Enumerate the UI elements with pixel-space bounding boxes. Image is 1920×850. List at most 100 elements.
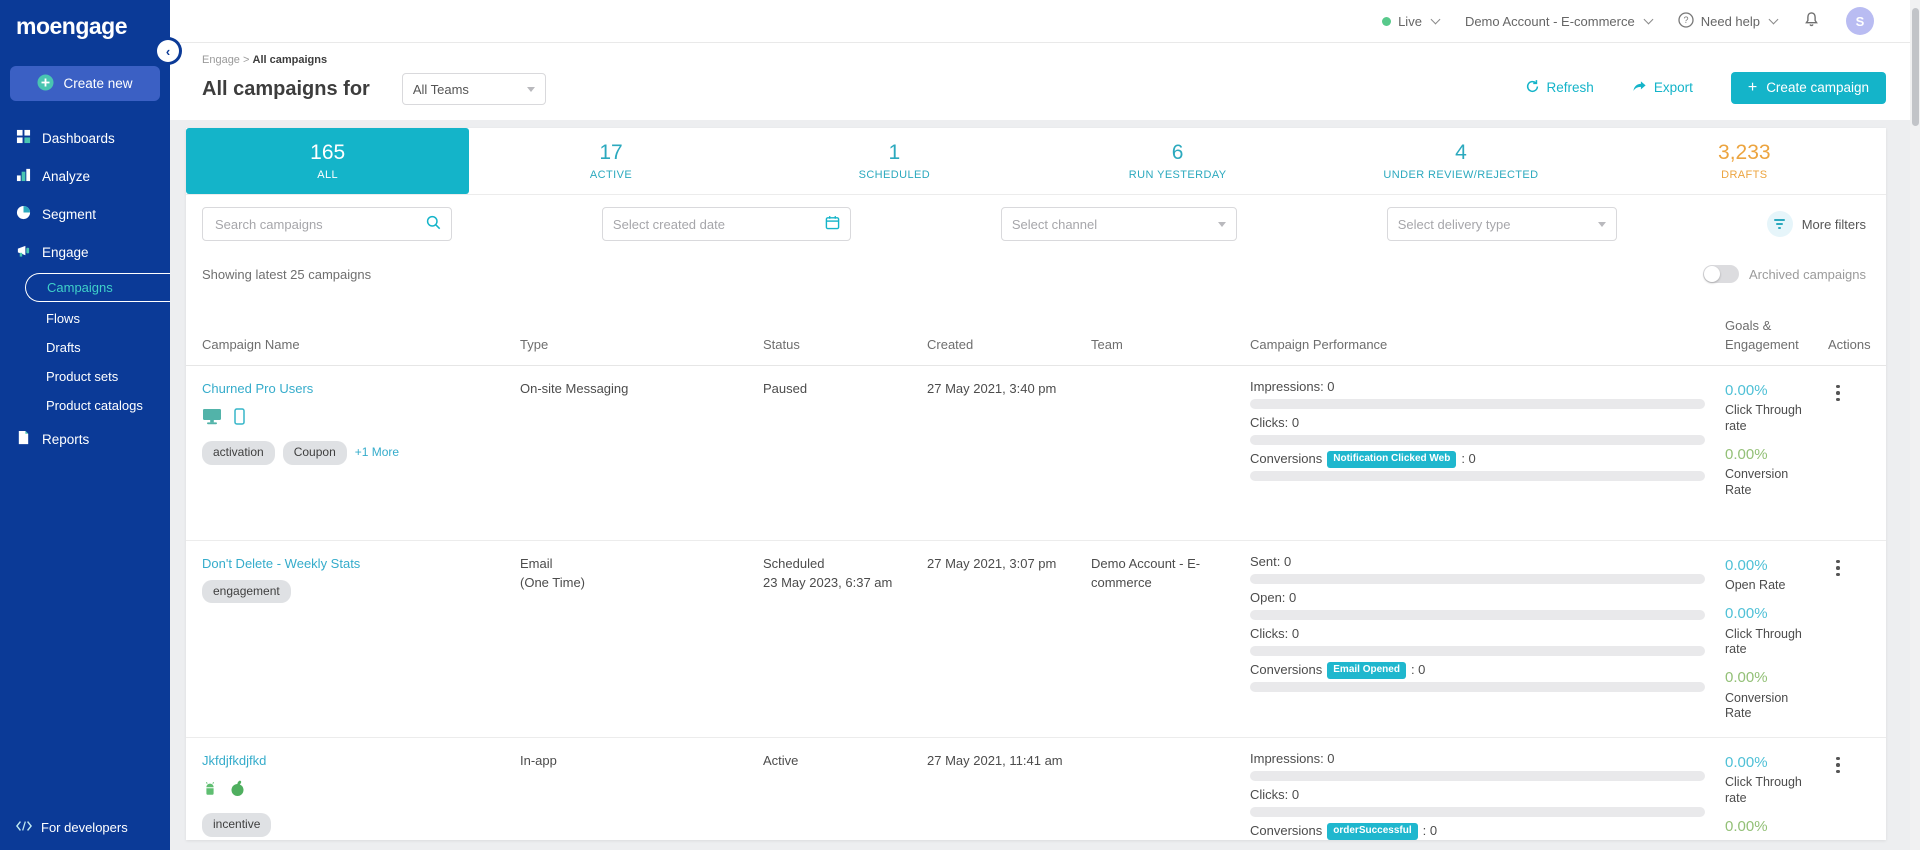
team-filter-value: All Teams: [412, 81, 469, 97]
campaign-name-link[interactable]: Don't Delete - Weekly Stats: [202, 555, 361, 571]
sidebar: moengage Create new Dashboards Analyze S…: [0, 0, 170, 850]
search-icon[interactable]: [426, 215, 441, 233]
channel-filter[interactable]: Select channel: [1000, 207, 1237, 241]
performance-metric: Clicks: 0: [1250, 626, 1713, 656]
stat-value: 4: [1455, 141, 1467, 164]
row-actions-menu-button[interactable]: [1828, 555, 1848, 577]
sidebar-item-engage[interactable]: Engage: [0, 233, 170, 271]
plus-icon: +: [1747, 78, 1758, 96]
chevron-down-icon: [1643, 14, 1654, 25]
team-filter-select[interactable]: All Teams: [401, 73, 546, 105]
column-header-type: Type: [520, 336, 549, 352]
stat-tab-all[interactable]: 165 ALL: [186, 128, 470, 194]
campaign-tag: Coupon: [282, 441, 347, 465]
showing-count-text: Showing latest 25 campaigns: [202, 266, 372, 282]
sidebar-collapse-button[interactable]: ‹: [157, 40, 179, 62]
stats-tabs: 165 ALL 17 ACTIVE 1 SCHEDULED 6 RUN YEST…: [186, 128, 1886, 195]
page-scrollbar[interactable]: [1910, 0, 1920, 850]
column-header-actions: Actions: [1828, 336, 1871, 352]
bar-chart-icon: [16, 167, 31, 185]
report-icon: [16, 430, 31, 448]
conversion-goal-badge: Notification Clicked Web: [1327, 450, 1457, 469]
bell-icon: [1803, 11, 1820, 31]
sidebar-item-reports[interactable]: Reports: [0, 420, 170, 458]
goal-label: Click Through rate: [1725, 626, 1802, 657]
stat-label: SCHEDULED: [858, 169, 931, 181]
stat-tab-scheduled[interactable]: 1 SCHEDULED: [753, 128, 1036, 194]
refresh-label: Refresh: [1546, 80, 1594, 95]
stat-tab-run-yesterday[interactable]: 6 RUN YESTERDAY: [1036, 128, 1319, 194]
campaign-tag: incentive: [202, 813, 272, 837]
row-actions-menu-button[interactable]: [1828, 752, 1848, 774]
goal-label: Open Rate: [1725, 578, 1786, 593]
for-developers-link[interactable]: For developers: [0, 805, 170, 850]
search-input[interactable]: [213, 215, 426, 233]
progress-bar: [1250, 573, 1705, 584]
goal-percentage: 0.00%: [1725, 445, 1768, 463]
delivery-type-filter[interactable]: Select delivery type: [1386, 207, 1617, 241]
breadcrumb-parent[interactable]: Engage: [202, 54, 240, 66]
created-date-placeholder: Select created date: [612, 216, 725, 232]
refresh-button[interactable]: Refresh: [1525, 79, 1594, 97]
campaign-goals: 0.00% Open Rate 0.00% Click Through rate 0…: [1725, 555, 1828, 731]
sidebar-item-product-catalogs[interactable]: Product catalogs: [0, 391, 170, 420]
sidebar-item-campaigns[interactable]: Campaigns: [25, 273, 170, 302]
goal-percentage: 0.00%: [1725, 669, 1768, 687]
goal-percentage: 0.00%: [1725, 753, 1768, 771]
need-help-menu[interactable]: ? Need help: [1678, 11, 1779, 31]
sidebar-item-label: Product sets: [46, 369, 119, 384]
sidebar-item-drafts[interactable]: Drafts: [0, 333, 170, 362]
created-date-filter[interactable]: Select created date: [601, 207, 851, 241]
stat-tab-active[interactable]: 17 ACTIVE: [469, 128, 752, 194]
archived-toggle-label: Archived campaigns: [1748, 266, 1866, 282]
campaign-name-link[interactable]: Jkfdjfkdjfkd: [202, 752, 267, 768]
sidebar-item-analyze[interactable]: Analyze: [0, 157, 170, 195]
sidebar-item-label: Engage: [42, 244, 89, 260]
create-new-button[interactable]: Create new: [10, 66, 160, 101]
campaign-goals: 0.00% Click Through rate 0.00% Conversion …: [1725, 752, 1828, 840]
stat-tab-under-review[interactable]: 4 UNDER REVIEW/REJECTED: [1319, 128, 1602, 194]
sidebar-item-flows[interactable]: Flows: [0, 304, 170, 333]
filter-bar: Select created date Select channel Selec…: [186, 195, 1886, 241]
user-avatar[interactable]: S: [1846, 7, 1874, 35]
goal-label: Conversion Rate: [1725, 690, 1789, 721]
account-switcher[interactable]: Demo Account - E-commerce: [1465, 14, 1654, 29]
page-header: Engage > All campaigns All campaigns for…: [170, 43, 1920, 120]
performance-metric: Conversions orderSuccessful: 0: [1250, 822, 1713, 840]
notifications-button[interactable]: [1803, 11, 1820, 31]
create-campaign-button[interactable]: + Create campaign: [1730, 71, 1886, 104]
sidebar-item-product-sets[interactable]: Product sets: [0, 362, 170, 391]
code-icon: [15, 820, 33, 835]
stat-tab-drafts[interactable]: 3,233 DRAFTS: [1603, 128, 1886, 194]
main-area: Live Demo Account - E-commerce ? Need he…: [170, 0, 1920, 850]
goal-percentage: 0.00%: [1725, 817, 1768, 835]
search-field: [202, 207, 452, 241]
sidebar-item-segment[interactable]: Segment: [0, 195, 170, 233]
archived-toggle[interactable]: [1702, 265, 1739, 283]
row-actions-menu-button[interactable]: [1828, 380, 1848, 402]
campaign-created: 27 May 2021, 3:40 pm: [927, 380, 1057, 396]
more-tags-link[interactable]: +1 More: [354, 445, 400, 460]
goal-percentage: 0.00%: [1725, 381, 1768, 399]
chevron-down-icon: [1597, 221, 1606, 227]
column-header-campaign-name: Campaign Name: [202, 336, 300, 352]
export-button[interactable]: Export: [1632, 79, 1693, 97]
campaign-name-link[interactable]: Churned Pro Users: [202, 380, 314, 396]
apple-icon: [230, 780, 245, 803]
column-header-status: Status: [763, 336, 800, 352]
chevron-down-icon: [1430, 14, 1441, 25]
need-help-label: Need help: [1700, 13, 1760, 29]
live-status-dot: [1382, 16, 1392, 26]
campaign-team: Demo Account - E-commerce: [1091, 555, 1201, 590]
performance-metric: Open: 0: [1250, 590, 1713, 620]
delivery-type-placeholder: Select delivery type: [1397, 216, 1511, 232]
environment-switcher[interactable]: Live: [1382, 14, 1441, 29]
more-filters-button[interactable]: More filters: [1766, 211, 1866, 237]
sidebar-item-dashboards[interactable]: Dashboards: [0, 119, 170, 157]
archived-campaigns-control: Archived campaigns: [1702, 265, 1866, 283]
progress-bar: [1250, 770, 1705, 781]
campaign-tag: engagement: [202, 579, 291, 603]
stat-value: 3,233: [1718, 141, 1771, 164]
stat-value: 6: [1171, 141, 1184, 164]
scrollbar-thumb[interactable]: [1911, 8, 1919, 126]
